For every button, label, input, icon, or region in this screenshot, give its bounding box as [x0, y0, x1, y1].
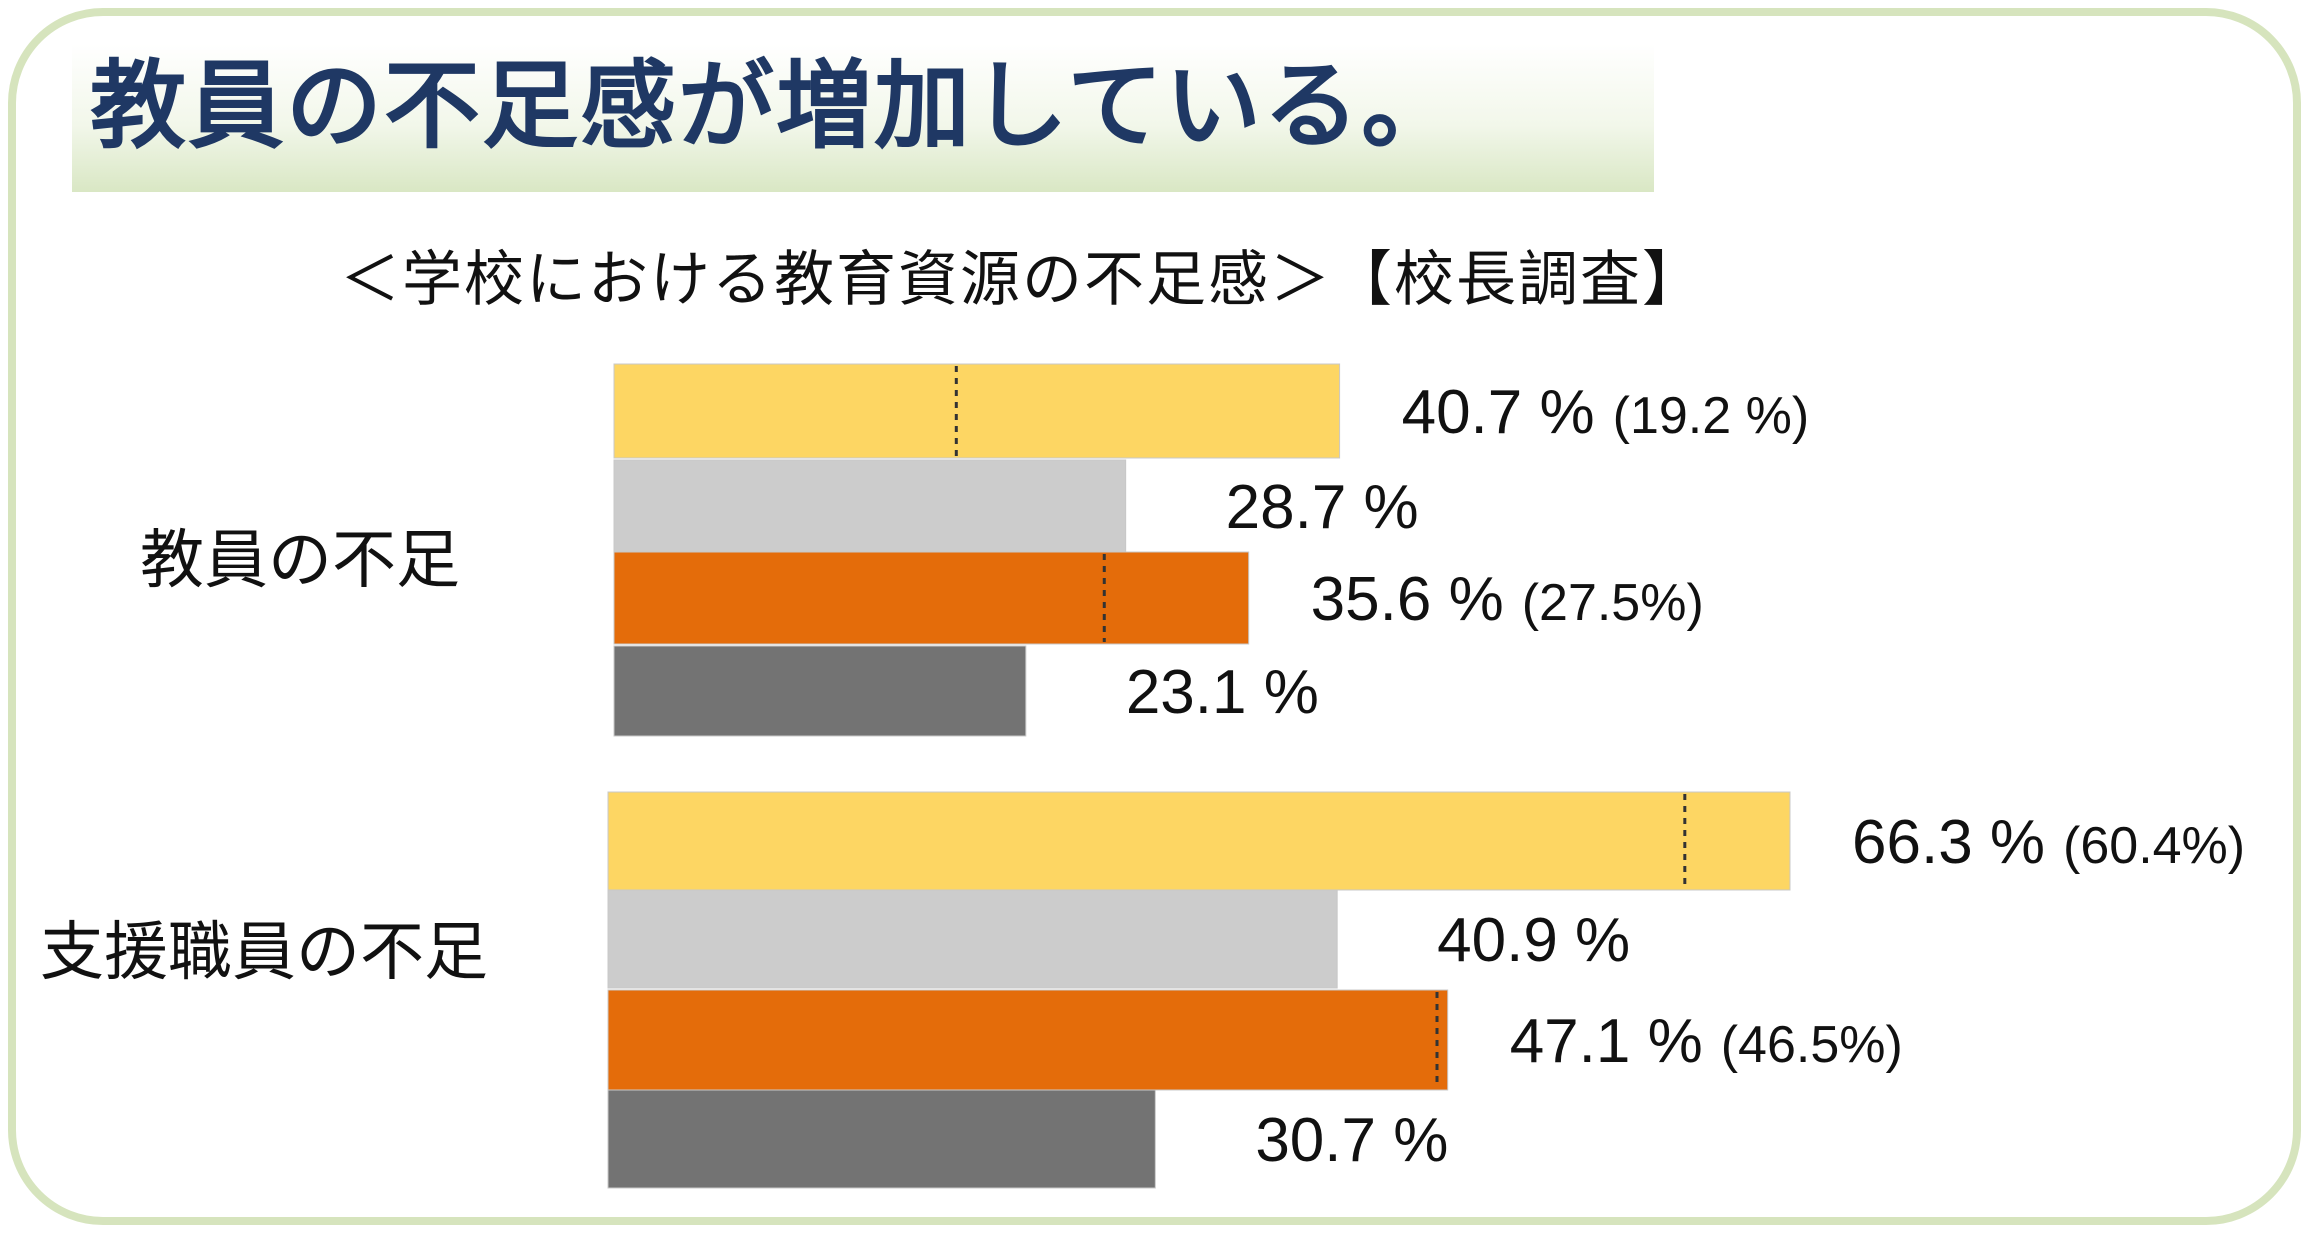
- bar: [607, 989, 1449, 1091]
- bar: [613, 459, 1127, 553]
- data-label: 66.3 % (60.4%): [1852, 808, 2245, 877]
- category-label: 支援職員の不足: [40, 916, 488, 990]
- bar: [613, 645, 1027, 737]
- bar: [607, 889, 1338, 989]
- data-label: 30.7 %: [1255, 1106, 1448, 1175]
- category-label: 教員の不足: [140, 524, 460, 598]
- page-title: 教員の不足感が増加している。: [90, 50, 1460, 162]
- chart-title: ＜学校における教育資源の不足感＞【校長調査】: [340, 245, 1704, 315]
- title-band: [72, 44, 1654, 192]
- data-label: 40.7 % (19.2 %): [1402, 378, 1810, 447]
- data-label: 35.6 % (27.5%): [1311, 565, 1704, 634]
- bar: [613, 363, 1341, 459]
- data-label: 28.7 %: [1226, 473, 1419, 542]
- bar: [607, 1089, 1156, 1189]
- bar: [613, 551, 1250, 645]
- bar: [607, 791, 1791, 891]
- data-label: 23.1 %: [1126, 658, 1319, 727]
- data-label: 47.1 % (46.5%): [1510, 1007, 1903, 1076]
- data-label: 40.9 %: [1437, 906, 1630, 975]
